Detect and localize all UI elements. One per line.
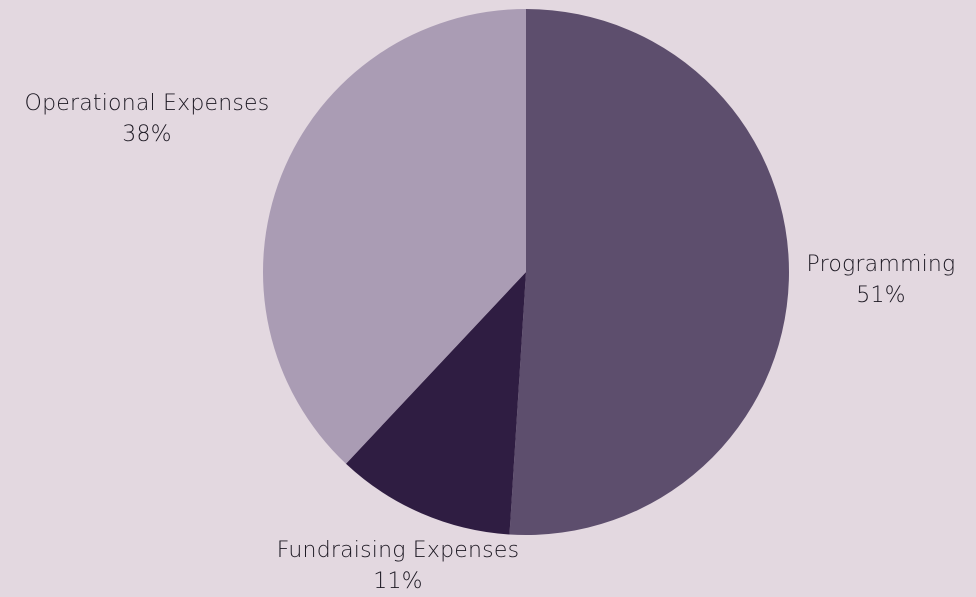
slice-label-fundraising: Fundraising Expenses 11% [258,535,538,597]
slice-name-fundraising: Fundraising Expenses [276,538,520,563]
slice-value-programming: 51% [856,283,906,308]
slice-value-operational: 38% [122,122,172,147]
slice-name-programming: Programming [806,252,956,277]
slice-name-operational: Operational Expenses [24,91,270,116]
pie-slice-operational-expenses [263,9,526,464]
slice-label-operational: Operational Expenses 38% [6,88,288,150]
slice-label-programming: Programming 51% [792,249,970,311]
slice-value-fundraising: 11% [373,569,423,594]
pie-slice-fundraising-expenses [345,272,526,535]
pie-slices [263,9,790,535]
pie-slice-programming [509,9,790,535]
